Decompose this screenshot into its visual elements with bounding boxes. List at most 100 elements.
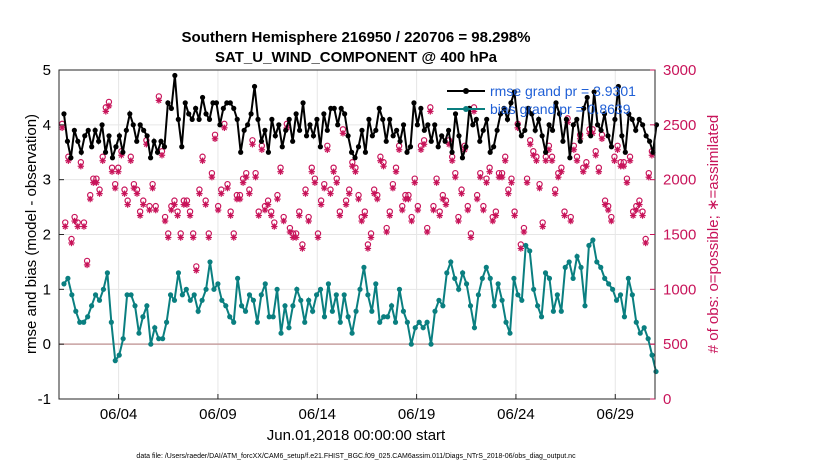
rmse-point xyxy=(598,127,604,133)
possible-marker xyxy=(367,230,375,241)
bias-point xyxy=(503,319,509,325)
possible-marker xyxy=(68,235,75,247)
rmse-point xyxy=(262,127,268,133)
possible-marker xyxy=(99,153,106,164)
legend-label: rmse grand pr = 3.9301 xyxy=(490,83,636,99)
rmse-point xyxy=(255,116,261,122)
possible-marker xyxy=(417,142,425,153)
possible-marker xyxy=(224,180,231,192)
bias-point xyxy=(487,275,493,281)
possible-marker xyxy=(205,230,212,241)
possible-marker xyxy=(570,142,578,153)
possible-marker xyxy=(598,131,606,142)
possible-marker xyxy=(355,191,362,203)
bias-point xyxy=(85,314,91,320)
bias-point xyxy=(108,319,114,325)
possible-marker xyxy=(477,169,484,181)
bias-point xyxy=(73,308,79,314)
bias-point xyxy=(357,286,363,292)
rmse-point xyxy=(147,155,154,161)
possible-marker xyxy=(274,191,281,203)
bias-point xyxy=(388,303,395,309)
possible-marker xyxy=(168,202,175,214)
rmse-point xyxy=(92,127,98,133)
bias-point xyxy=(436,297,442,303)
rmse-point xyxy=(238,149,244,155)
rmse-point xyxy=(78,149,84,155)
rmse-point xyxy=(165,100,171,106)
bias-point xyxy=(219,297,225,303)
rmse-point xyxy=(123,127,129,133)
rmse-point xyxy=(633,127,639,133)
possible-marker xyxy=(202,197,209,208)
possible-marker xyxy=(358,213,365,225)
possible-marker xyxy=(433,175,440,186)
rmse-point xyxy=(560,138,566,144)
possible-marker xyxy=(255,208,262,219)
bias-point xyxy=(653,368,659,375)
rmse-point xyxy=(258,138,265,144)
x-tick-label: 06/29 xyxy=(596,406,634,423)
possible-marker xyxy=(526,137,534,148)
legend-entry: rmse grand pr = 3.9301 xyxy=(447,83,636,99)
y-tick-label-right: 500 xyxy=(663,336,688,353)
rmse-point xyxy=(366,116,372,122)
possible-marker xyxy=(199,153,206,164)
possible-marker xyxy=(121,186,128,197)
rmse-point xyxy=(373,127,379,133)
bias-point xyxy=(515,292,521,298)
bias-point xyxy=(633,319,639,325)
x-tick-label: 06/19 xyxy=(398,406,436,423)
possible-marker xyxy=(130,180,138,192)
rmse-point xyxy=(400,122,407,128)
rmse-point xyxy=(127,111,133,117)
bias-point xyxy=(195,308,201,314)
rmse-point xyxy=(102,149,109,155)
bias-point xyxy=(396,286,403,292)
bias-point xyxy=(140,314,146,320)
bias-point xyxy=(475,292,482,298)
rmse-point xyxy=(283,127,289,133)
rmse-point xyxy=(584,94,590,101)
possible-marker xyxy=(136,208,144,219)
bias-point xyxy=(179,292,185,298)
rmse-point xyxy=(314,116,320,122)
possible-marker xyxy=(349,159,356,170)
possible-marker xyxy=(345,186,353,197)
rmse-point xyxy=(71,127,77,133)
possible-marker xyxy=(149,180,156,192)
possible-marker xyxy=(243,169,250,181)
possible-marker xyxy=(548,153,556,164)
rmse-point xyxy=(501,105,507,111)
y-tick-label-right: 1000 xyxy=(663,281,696,298)
rmse-point xyxy=(539,133,545,139)
possible-marker xyxy=(211,131,219,142)
bias-point xyxy=(132,303,138,309)
y-tick-label-left: -1 xyxy=(38,391,51,408)
bias-point xyxy=(254,319,260,325)
possible-marker xyxy=(74,219,81,230)
rmse-point xyxy=(245,122,251,128)
possible-marker xyxy=(595,164,603,175)
possible-marker xyxy=(408,213,415,225)
bias-point xyxy=(456,286,462,292)
bias-point xyxy=(570,275,576,281)
bias-point xyxy=(175,270,182,276)
possible-marker xyxy=(227,208,234,219)
possible-marker xyxy=(645,169,652,181)
rmse-point xyxy=(504,116,511,122)
rmse-point xyxy=(556,111,563,117)
rmse-point xyxy=(650,149,656,155)
possible-marker xyxy=(152,202,159,214)
rmse-point xyxy=(522,127,528,133)
rmse-point xyxy=(549,127,556,133)
bias-point xyxy=(258,292,264,298)
bias-point xyxy=(341,292,347,298)
possible-marker xyxy=(230,230,237,241)
possible-marker xyxy=(377,153,384,164)
rmse-point xyxy=(480,127,486,133)
y-tick-label-left: 5 xyxy=(43,62,51,79)
bias-point xyxy=(215,281,221,287)
possible-marker xyxy=(292,230,300,241)
legend-label: bias grand pr = 0.8639 xyxy=(490,101,631,117)
